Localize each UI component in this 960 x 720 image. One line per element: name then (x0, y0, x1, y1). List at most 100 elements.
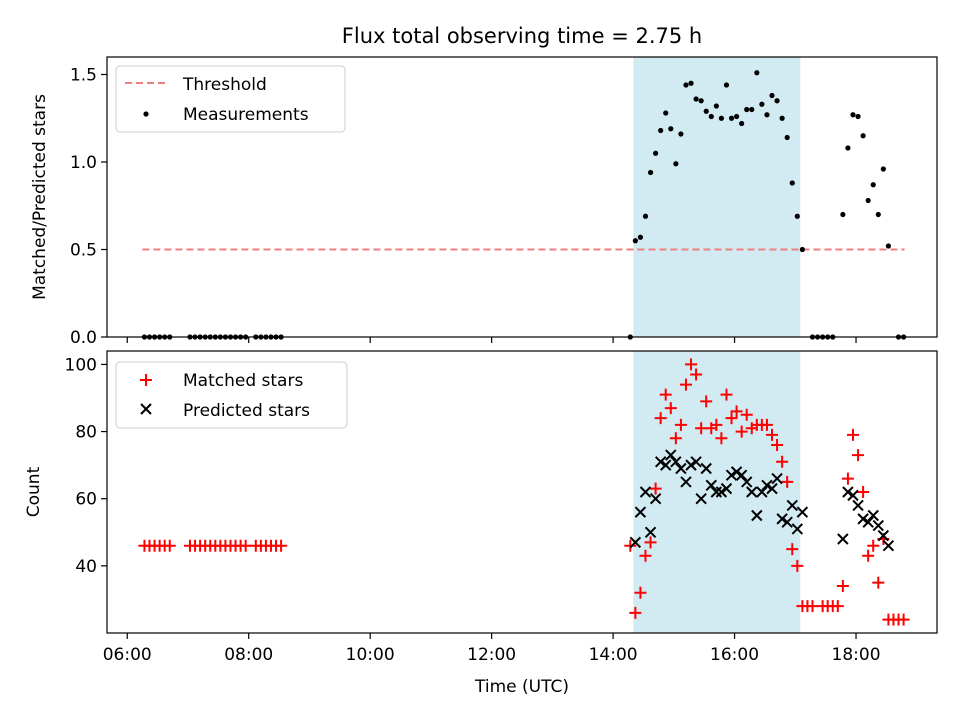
measurement-point (698, 98, 704, 104)
matched-star-point (659, 388, 672, 401)
predicted-star-point (751, 509, 763, 522)
x-tick-label: 16:00 (710, 645, 759, 665)
measurement-point (749, 106, 755, 113)
matched-star-point (836, 580, 849, 592)
measurement-point (860, 133, 866, 139)
predicted-star-point (634, 506, 647, 518)
measurement-point (718, 115, 725, 121)
measurement-point (658, 127, 664, 134)
predicted-star-point (730, 466, 743, 478)
matched-star-point (634, 586, 647, 599)
measurement-point (865, 197, 871, 204)
measurement-point (673, 161, 679, 167)
flux-y-tick-label: 1.0 (70, 153, 97, 173)
matched-star-point (700, 395, 713, 408)
measurement-point (647, 169, 654, 176)
measurement-point (880, 166, 886, 172)
predicted-star-point (842, 486, 854, 498)
predicted-star-point (791, 523, 804, 535)
measurement-point (774, 98, 780, 104)
measurement-point (779, 115, 785, 121)
predicted-star-point (654, 456, 667, 468)
matched-star-point (740, 408, 753, 421)
measurement-point (759, 101, 765, 107)
matched-star-point (806, 600, 819, 613)
count-y-tick-label: 60 (75, 490, 97, 510)
measurement-point (713, 103, 719, 109)
predicted-star-point (766, 482, 778, 495)
predicted-star-point (695, 493, 707, 505)
matched-star-point (664, 402, 677, 415)
measurement-point (683, 82, 689, 88)
predicted-star-point (735, 469, 748, 481)
predicted-star-point (690, 456, 702, 468)
matched-star-point (674, 418, 687, 431)
matched-star-point (735, 425, 748, 438)
matched-star-point (846, 428, 859, 441)
predicted-star-point (720, 482, 733, 495)
flux-panel: 0.0 0.5 1.0 1.5 Matched/Predicted stars Thr… (30, 56, 938, 348)
count-panel: 40 60 80 100 06:00 08:00 10:00 12:00 14:00 16:00… (24, 337, 938, 697)
predicted-star-point (649, 493, 662, 505)
measurement-point (688, 80, 694, 86)
flux-y-tick-label: 1.5 (70, 66, 97, 86)
predicted-star-point (786, 499, 798, 512)
matched-star-point (831, 600, 844, 613)
matched-star-point (275, 539, 288, 552)
matched-legend-swatch (140, 374, 152, 386)
predicted-star-point (715, 486, 728, 498)
predicted-star-point (852, 499, 864, 512)
measurement-point (870, 182, 876, 188)
matched-star-point (695, 422, 708, 435)
measurement-point (678, 131, 684, 137)
predicted-legend-label: Predicted stars (183, 401, 310, 421)
x-tick-label: 06:00 (103, 645, 152, 665)
matched-star-point (760, 418, 773, 431)
count-y-tick-label: 80 (75, 423, 97, 443)
measurements-legend-label: Measurements (183, 105, 309, 125)
matched-star-point (720, 388, 733, 401)
matched-star-point (781, 475, 794, 488)
x-tick-label: 12:00 (467, 645, 516, 665)
matched-star-point (867, 539, 880, 552)
matched-star-point (771, 439, 784, 451)
matched-star-point (163, 539, 176, 552)
flux-axes-frame (106, 56, 938, 338)
predicted-star-point (700, 462, 712, 475)
measurement-point (703, 108, 709, 114)
predicted-star-point (761, 479, 773, 491)
predicted-star-point (796, 506, 809, 518)
flux-ylabel: Matched/Predicted stars (30, 94, 50, 300)
matched-star-point (872, 576, 885, 589)
predicted-star-point (725, 469, 738, 481)
measurement-point (784, 134, 790, 141)
x-tick-label: 14:00 (589, 645, 638, 665)
predicted-star-point (746, 486, 758, 498)
predicted-star-point (877, 529, 890, 542)
matched-star-point (862, 549, 875, 562)
predicted-star-point (867, 509, 879, 522)
measurement-point (794, 213, 800, 219)
matched-star-point (639, 549, 652, 562)
measurement-point (789, 180, 795, 186)
predicted-star-point (882, 540, 895, 552)
measurement-point (632, 238, 638, 244)
predicted-star-point (847, 489, 859, 502)
predicted-star-point (857, 513, 869, 525)
matched-star-point (690, 368, 703, 381)
measurement-point (764, 112, 770, 118)
predicted-star-point (670, 456, 682, 468)
matched-star-point (786, 543, 799, 556)
matched-star-point (715, 432, 728, 445)
predicted-star-point (680, 476, 692, 488)
matched-star-point (649, 482, 662, 495)
count-ylabel: Count (24, 466, 44, 517)
measurement-point (739, 120, 745, 127)
predicted-star-point (862, 516, 874, 528)
x-tick-label: 08:00 (224, 645, 273, 665)
measurements-legend-swatch (143, 111, 149, 117)
threshold-legend-label: Threshold (182, 75, 267, 95)
flux-legend: Threshold Measurements (115, 65, 346, 133)
measurement-point (754, 70, 760, 76)
